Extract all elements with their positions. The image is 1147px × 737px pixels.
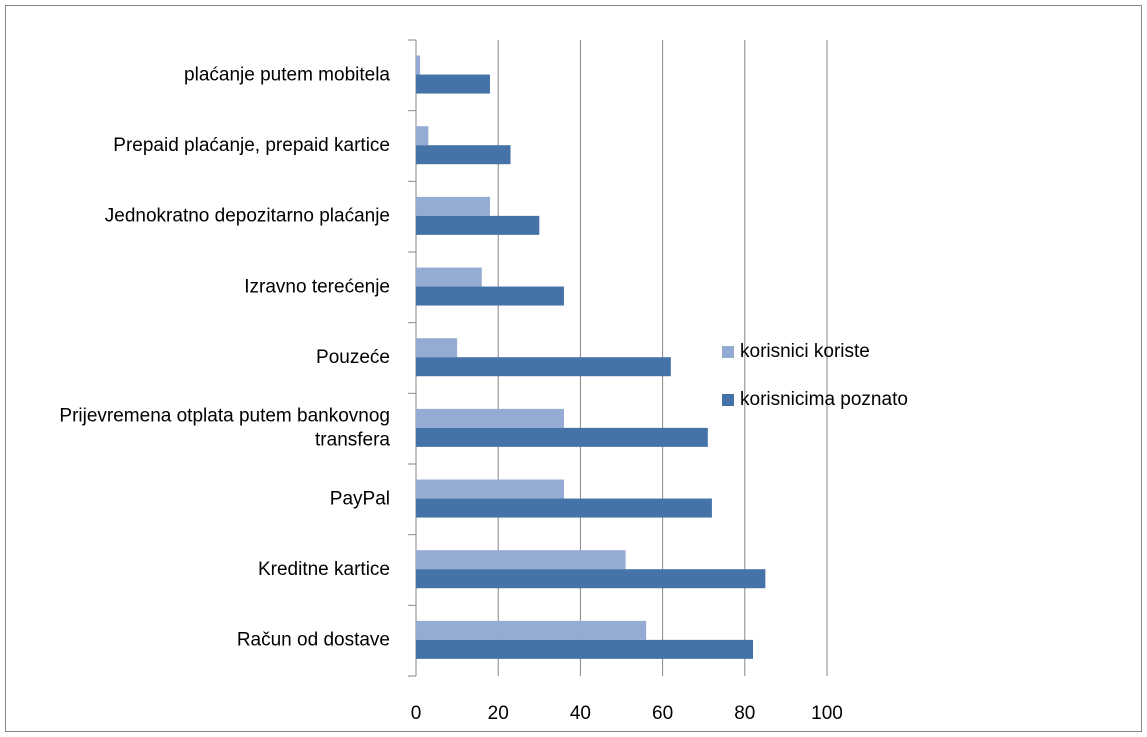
- bar: [416, 498, 712, 518]
- bar: [416, 427, 708, 447]
- bar: [416, 620, 647, 640]
- bar: [416, 408, 564, 428]
- bar: [416, 550, 626, 570]
- x-tick-label: 40: [570, 703, 591, 724]
- bar: [416, 215, 540, 235]
- y-tick-label: Prepaid plaćanje, prepaid kartice: [113, 135, 390, 156]
- bar: [416, 479, 564, 499]
- y-tick-label: Pouzeće: [316, 347, 390, 368]
- y-tick-label: Kreditne kartice: [258, 559, 390, 580]
- bar: [416, 55, 421, 75]
- y-tick-label: plaćanje putem mobitela: [184, 64, 390, 85]
- y-tick-label: Račun od dostave: [237, 630, 390, 651]
- legend-label: korisnici koriste: [740, 341, 870, 362]
- bar: [416, 267, 482, 287]
- bar: [416, 569, 766, 589]
- legend-label: korisnicima poznato: [740, 389, 908, 410]
- x-tick-label: 0: [411, 703, 422, 724]
- legend-swatch: [722, 394, 734, 406]
- bar: [416, 338, 458, 358]
- x-tick-label: 80: [734, 703, 755, 724]
- bar: [416, 196, 490, 216]
- y-tick-label: Jednokratno depozitarno plaćanje: [105, 206, 390, 227]
- legend-swatch: [722, 346, 734, 358]
- bar: [416, 126, 429, 146]
- x-tick-label: 60: [652, 703, 673, 724]
- y-tick-label: PayPal: [330, 488, 390, 509]
- bar: [416, 145, 511, 165]
- x-tick-label: 20: [488, 703, 509, 724]
- x-tick-label: 100: [811, 703, 843, 724]
- y-tick-label: Prijevremena otplata putem bankovnog tran…: [59, 406, 390, 451]
- bar: [416, 286, 564, 306]
- bar: [416, 639, 754, 659]
- y-tick-label: Izravno terećenje: [244, 276, 390, 297]
- bar: [416, 74, 490, 94]
- bar: [416, 357, 671, 377]
